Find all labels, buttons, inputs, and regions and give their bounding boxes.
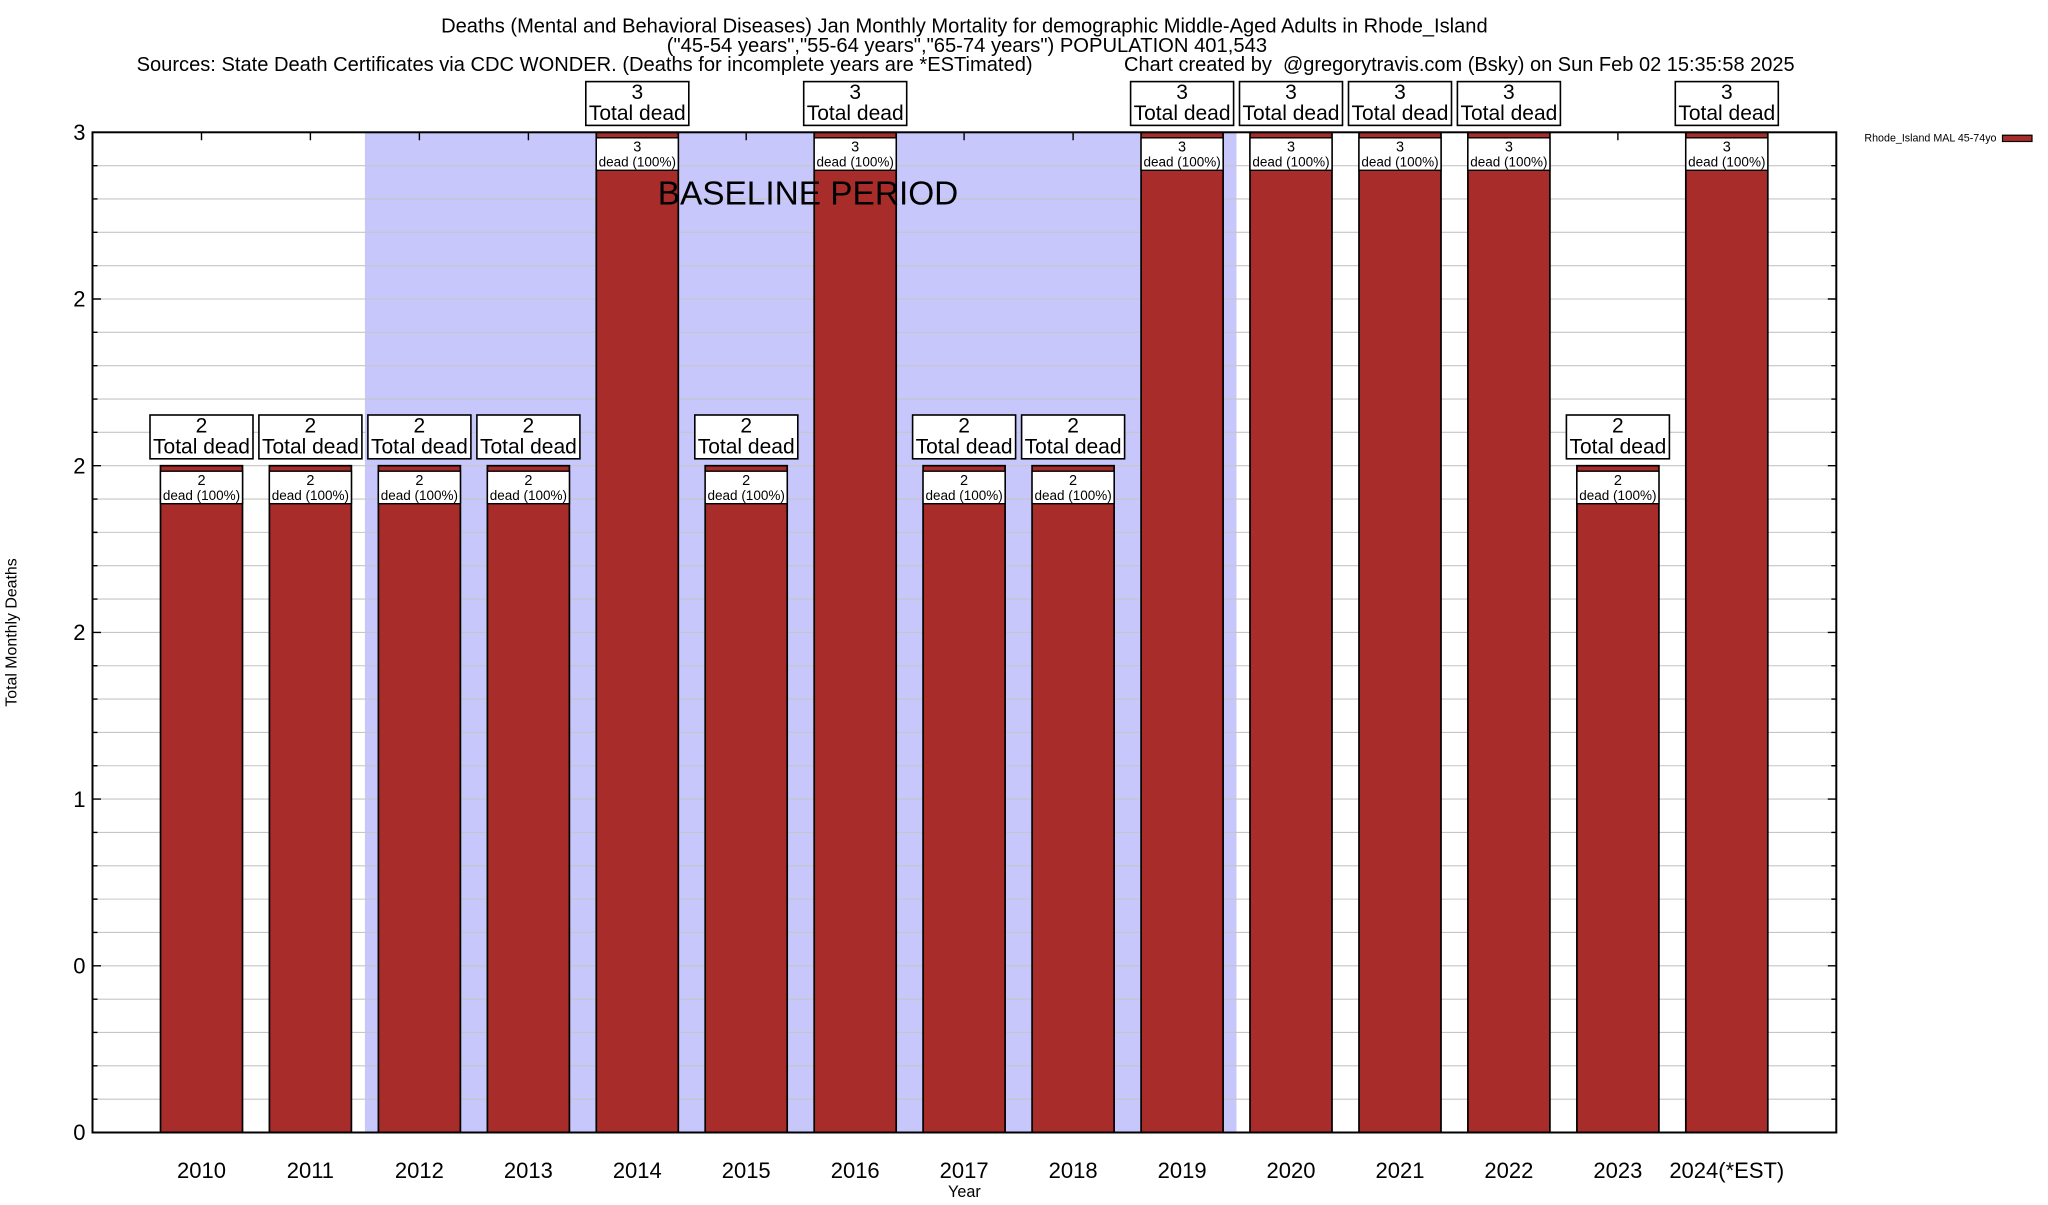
svg-text:3: 3 xyxy=(851,140,859,156)
svg-text:2013: 2013 xyxy=(504,1158,553,1183)
svg-text:2: 2 xyxy=(1069,473,1077,489)
svg-text:2: 2 xyxy=(1067,415,1079,438)
svg-text:2: 2 xyxy=(73,620,85,645)
svg-text:Total dead: Total dead xyxy=(916,436,1013,459)
svg-text:2: 2 xyxy=(305,415,317,438)
svg-text:dead (100%): dead (100%) xyxy=(817,154,894,169)
svg-text:2: 2 xyxy=(523,415,535,438)
svg-text:Total dead: Total dead xyxy=(153,436,250,459)
svg-text:3: 3 xyxy=(73,120,85,145)
svg-text:2011: 2011 xyxy=(287,1158,334,1183)
svg-text:3: 3 xyxy=(1505,140,1513,156)
svg-text:2: 2 xyxy=(197,473,205,489)
svg-text:2014: 2014 xyxy=(613,1158,662,1183)
svg-text:dead (100%): dead (100%) xyxy=(1034,488,1111,503)
svg-text:Total dead: Total dead xyxy=(1678,102,1775,125)
svg-text:Total dead: Total dead xyxy=(1460,102,1557,125)
svg-text:3: 3 xyxy=(631,81,643,104)
svg-text:2: 2 xyxy=(415,473,423,489)
svg-text:3: 3 xyxy=(1176,81,1188,104)
svg-text:2020: 2020 xyxy=(1267,1158,1316,1183)
svg-text:2021: 2021 xyxy=(1376,1158,1425,1183)
svg-text:2: 2 xyxy=(742,473,750,489)
svg-text:3: 3 xyxy=(1394,81,1406,104)
svg-text:2: 2 xyxy=(524,473,532,489)
svg-text:2: 2 xyxy=(196,415,208,438)
svg-text:3: 3 xyxy=(1503,81,1515,104)
svg-text:dead (100%): dead (100%) xyxy=(599,154,676,169)
svg-text:3: 3 xyxy=(1285,81,1297,104)
svg-text:2017: 2017 xyxy=(940,1158,989,1183)
svg-text:Total dead: Total dead xyxy=(1025,436,1122,459)
svg-text:3: 3 xyxy=(1721,81,1733,104)
svg-text:("45-54 years","55-64 years",": ("45-54 years","55-64 years","65-74 year… xyxy=(667,35,1267,57)
svg-text:3: 3 xyxy=(1287,140,1295,156)
svg-text:dead (100%): dead (100%) xyxy=(490,488,567,503)
svg-text:2018: 2018 xyxy=(1049,1158,1098,1183)
svg-text:Rhode_Island MAL 45-74yo: Rhode_Island MAL 45-74yo xyxy=(1864,132,1996,144)
svg-text:dead (100%): dead (100%) xyxy=(1470,154,1547,169)
svg-text:dead (100%): dead (100%) xyxy=(1579,488,1656,503)
svg-text:BASELINE PERIOD: BASELINE PERIOD xyxy=(658,176,959,213)
svg-text:Total dead: Total dead xyxy=(1352,102,1449,125)
svg-text:Total Monthly Deaths: Total Monthly Deaths xyxy=(4,558,21,706)
svg-text:3: 3 xyxy=(849,81,861,104)
svg-text:2022: 2022 xyxy=(1484,1158,1533,1183)
svg-text:3: 3 xyxy=(1723,140,1731,156)
svg-text:2: 2 xyxy=(1614,473,1622,489)
svg-text:Total dead: Total dead xyxy=(589,102,686,125)
svg-text:2019: 2019 xyxy=(1158,1158,1207,1183)
svg-text:dead (100%): dead (100%) xyxy=(1688,154,1765,169)
svg-text:3: 3 xyxy=(633,140,641,156)
svg-text:2: 2 xyxy=(740,415,752,438)
svg-text:Total dead: Total dead xyxy=(1569,436,1666,459)
svg-text:dead (100%): dead (100%) xyxy=(1143,154,1220,169)
svg-text:2: 2 xyxy=(306,473,314,489)
svg-text:2: 2 xyxy=(1612,415,1624,438)
svg-text:3: 3 xyxy=(1396,140,1404,156)
svg-text:2015: 2015 xyxy=(722,1158,771,1183)
svg-text:2: 2 xyxy=(960,473,968,489)
svg-text:Total dead: Total dead xyxy=(698,436,795,459)
svg-text:dead (100%): dead (100%) xyxy=(925,488,1002,503)
svg-text:2012: 2012 xyxy=(395,1158,444,1183)
svg-text:Total dead: Total dead xyxy=(807,102,904,125)
svg-text:Total dead: Total dead xyxy=(262,436,359,459)
svg-text:dead (100%): dead (100%) xyxy=(381,488,458,503)
svg-text:2: 2 xyxy=(73,287,85,312)
svg-text:2024(*EST): 2024(*EST) xyxy=(1669,1158,1784,1183)
svg-text:2: 2 xyxy=(414,415,426,438)
svg-text:Total dead: Total dead xyxy=(1134,102,1231,125)
svg-text:1: 1 xyxy=(73,787,85,812)
svg-text:2: 2 xyxy=(73,453,85,478)
svg-text:dead (100%): dead (100%) xyxy=(1252,154,1329,169)
svg-text:2023: 2023 xyxy=(1593,1158,1642,1183)
svg-text:dead (100%): dead (100%) xyxy=(272,488,349,503)
svg-text:3: 3 xyxy=(1178,140,1186,156)
svg-text:2010: 2010 xyxy=(177,1158,226,1183)
svg-text:Total dead: Total dead xyxy=(480,436,577,459)
svg-text:Year: Year xyxy=(948,1183,981,1200)
svg-text:2: 2 xyxy=(958,415,970,438)
svg-text:Total dead: Total dead xyxy=(371,436,468,459)
svg-text:0: 0 xyxy=(73,954,85,979)
svg-text:dead (100%): dead (100%) xyxy=(1361,154,1438,169)
svg-text:dead (100%): dead (100%) xyxy=(708,488,785,503)
svg-text:Deaths (Mental and Behavioral: Deaths (Mental and Behavioral Diseases) … xyxy=(441,16,1488,38)
svg-text:0: 0 xyxy=(73,1120,85,1145)
svg-text:Chart created by @gregorytrav: Chart created by @gregorytravis.com (Bsk… xyxy=(1124,54,1795,76)
svg-text:Total dead: Total dead xyxy=(1243,102,1340,125)
svg-text:dead (100%): dead (100%) xyxy=(163,488,240,503)
svg-text:2016: 2016 xyxy=(831,1158,880,1183)
svg-text:Sources: State Death Certifica: Sources: State Death Certificates via CD… xyxy=(137,54,1033,76)
